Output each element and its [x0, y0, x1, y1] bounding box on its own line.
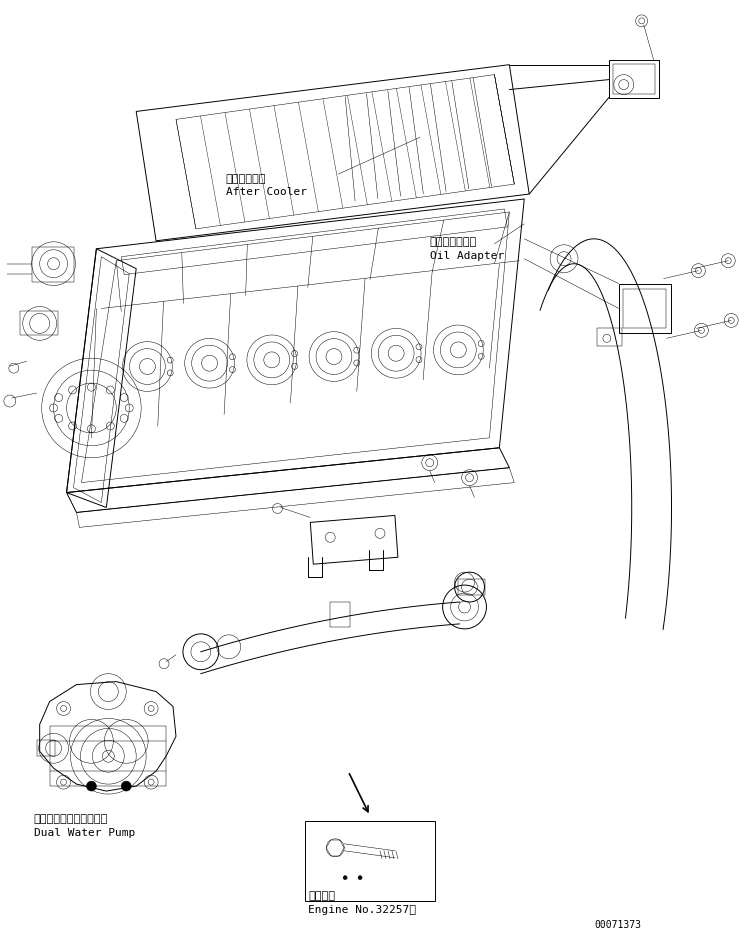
Bar	[306, 821, 435, 900]
Bar	[32, 247, 74, 281]
Text: 適用号機: 適用号機	[309, 891, 336, 900]
Text: Engine No.32257～: Engine No.32257～	[309, 906, 416, 915]
Text: 00071373: 00071373	[594, 921, 641, 930]
Text: オイルアダプタ: オイルアダプタ	[430, 237, 477, 247]
Bar	[609, 60, 659, 98]
Bar	[597, 328, 622, 347]
Circle shape	[343, 876, 347, 880]
Bar	[37, 740, 55, 756]
Bar	[330, 602, 350, 627]
Text: Dual Water Pump: Dual Water Pump	[34, 828, 135, 838]
Circle shape	[121, 781, 131, 791]
Circle shape	[358, 876, 362, 880]
Bar	[623, 289, 665, 328]
Bar	[20, 311, 58, 336]
Text: アフタクーラ: アフタクーラ	[226, 174, 267, 185]
Text: Oil Adapter: Oil Adapter	[430, 251, 504, 261]
Bar	[619, 283, 671, 334]
Bar	[613, 63, 655, 93]
Text: デュアルウォータポンプ: デュアルウォータポンプ	[34, 814, 108, 824]
Text: After Cooler: After Cooler	[226, 187, 306, 197]
Circle shape	[86, 781, 96, 791]
Bar	[457, 579, 485, 595]
